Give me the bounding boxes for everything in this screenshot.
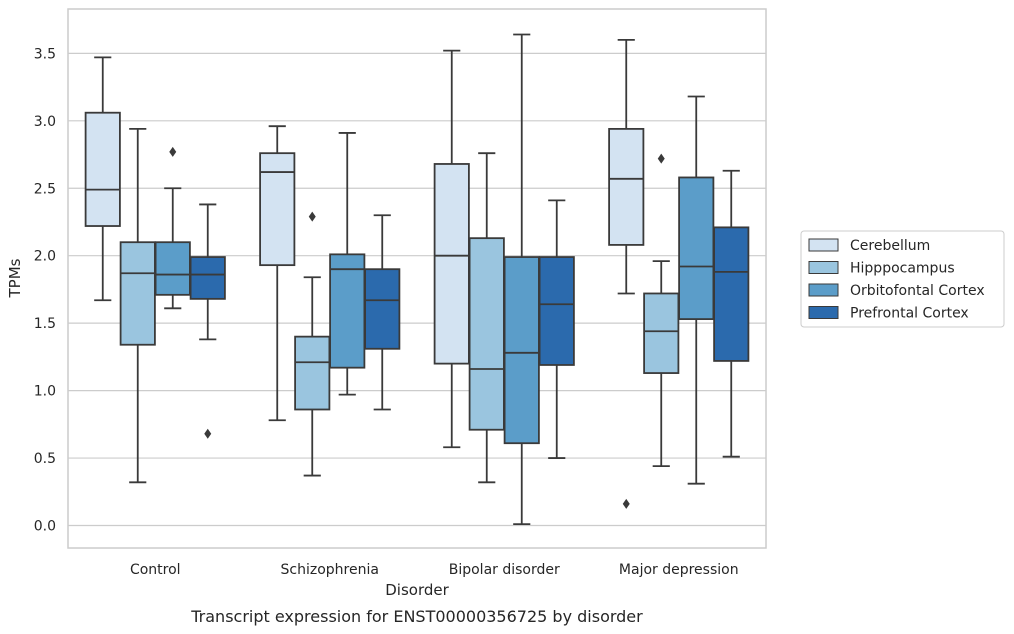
x-tick-label: Bipolar disorder [449,562,560,578]
legend-label: Cerebellum [850,238,930,254]
legend-swatch [808,261,839,274]
box-iqr [154,241,191,296]
box-hipppocampus-major-depression [643,153,680,468]
y-tick-label: 2.0 [34,249,56,265]
box-iqr [189,256,226,300]
box-prefrontal-cortex-major-depression [713,169,750,458]
box-hipppocampus-control [119,127,156,484]
outlier-point [657,153,665,164]
box-iqr [643,292,680,374]
box-iqr [608,127,645,246]
legend-label: Hipppocampus [850,261,955,277]
box-prefrontal-cortex-schizophrenia [364,214,401,411]
y-tick-label: 1.0 [34,384,56,400]
y-tick-label: 0.0 [34,519,56,535]
legend-swatch [808,283,839,297]
box-prefrontal-cortex-control [189,203,226,439]
legend-label: Prefrontal Cortex [850,306,969,322]
x-tick-label: Control [130,562,181,578]
box-cerebellum-schizophrenia [259,125,296,422]
box-cerebellum-control [84,56,121,302]
box-iqr [433,163,470,365]
legend: Cerebellum Hipppocampus Orbitofontal Corte… [800,230,1005,328]
legend-swatch [808,238,839,252]
box-orbitofontal-cortex-control [154,146,191,310]
y-axis-ticks: 0.0 0.5 1.0 1.5 2.0 2.5 3.0 3.5 [34,46,56,534]
y-tick-label: 3.0 [34,114,56,130]
box-iqr [119,241,156,346]
y-tick-label: 0.5 [34,451,56,467]
y-axis-label: TPMs [6,258,24,298]
legend-label: Orbitofontal Cortex [850,283,985,299]
box-hipppocampus-schizophrenia [294,211,331,477]
box-hipppocampus-bipolar-disorder [468,152,505,484]
y-tick-label: 3.5 [34,46,56,62]
outlier-point [622,498,630,509]
box-cerebellum-bipolar-disorder [433,49,470,449]
x-axis-ticks: Control Schizophrenia Bipolar disorder Majo… [130,562,739,578]
box-orbitofontal-cortex-bipolar-disorder [503,33,540,526]
outlier-point [204,428,212,439]
box-iqr [468,237,505,431]
x-tick-label: Major depression [619,562,739,578]
y-tick-label: 2.5 [34,181,56,197]
box-iqr [678,176,715,321]
legend-frame [800,230,1005,328]
box-iqr [538,256,575,366]
box-prefrontal-cortex-bipolar-disorder [538,199,575,459]
box-iqr [294,335,331,411]
box-iqr [713,226,750,362]
chart-caption: Transcript expression for ENST0000035672… [190,607,643,626]
outlier-point [169,146,177,157]
boxes [84,33,750,526]
box-iqr [259,152,296,267]
x-tick-label: Schizophrenia [281,562,379,578]
box-orbitofontal-cortex-schizophrenia [329,132,366,396]
box-iqr [503,256,540,445]
box-orbitofontal-cortex-major-depression [678,95,715,485]
x-axis-label: Disorder [385,581,449,599]
box-iqr [84,111,121,227]
legend-swatch [808,306,839,319]
plot-frame [67,8,767,549]
box-iqr [364,268,401,350]
box-cerebellum-major-depression [608,38,645,509]
y-tick-label: 1.5 [34,316,56,332]
box-iqr [329,253,366,369]
outlier-point [308,211,316,222]
